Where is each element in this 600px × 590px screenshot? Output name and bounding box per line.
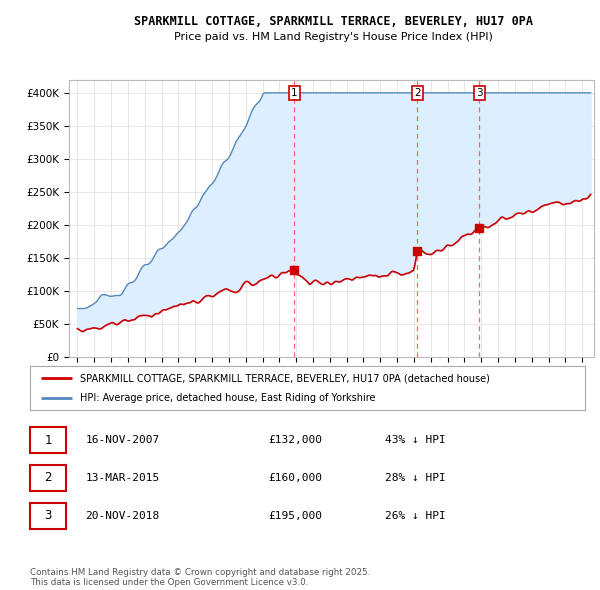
- Text: 3: 3: [44, 509, 52, 522]
- Text: 26% ↓ HPI: 26% ↓ HPI: [385, 511, 446, 520]
- Text: HPI: Average price, detached house, East Riding of Yorkshire: HPI: Average price, detached house, East…: [80, 393, 376, 402]
- FancyBboxPatch shape: [30, 503, 66, 529]
- Text: SPARKMILL COTTAGE, SPARKMILL TERRACE, BEVERLEY, HU17 0PA: SPARKMILL COTTAGE, SPARKMILL TERRACE, BE…: [134, 15, 533, 28]
- Text: 16-NOV-2007: 16-NOV-2007: [86, 435, 160, 445]
- Text: 28% ↓ HPI: 28% ↓ HPI: [385, 473, 446, 483]
- Text: 1: 1: [291, 88, 298, 98]
- Text: 3: 3: [476, 88, 482, 98]
- Text: SPARKMILL COTTAGE, SPARKMILL TERRACE, BEVERLEY, HU17 0PA (detached house): SPARKMILL COTTAGE, SPARKMILL TERRACE, BE…: [80, 373, 490, 383]
- Text: 2: 2: [414, 88, 421, 98]
- Text: 2: 2: [44, 471, 52, 484]
- Text: 43% ↓ HPI: 43% ↓ HPI: [385, 435, 446, 445]
- Text: Contains HM Land Registry data © Crown copyright and database right 2025.
This d: Contains HM Land Registry data © Crown c…: [30, 568, 370, 587]
- Text: Price paid vs. HM Land Registry's House Price Index (HPI): Price paid vs. HM Land Registry's House …: [173, 32, 493, 42]
- FancyBboxPatch shape: [30, 465, 66, 491]
- Text: £132,000: £132,000: [269, 435, 323, 445]
- FancyBboxPatch shape: [30, 427, 66, 453]
- Text: £195,000: £195,000: [269, 511, 323, 520]
- Text: 13-MAR-2015: 13-MAR-2015: [86, 473, 160, 483]
- Text: 20-NOV-2018: 20-NOV-2018: [86, 511, 160, 520]
- Text: £160,000: £160,000: [269, 473, 323, 483]
- Text: 1: 1: [44, 434, 52, 447]
